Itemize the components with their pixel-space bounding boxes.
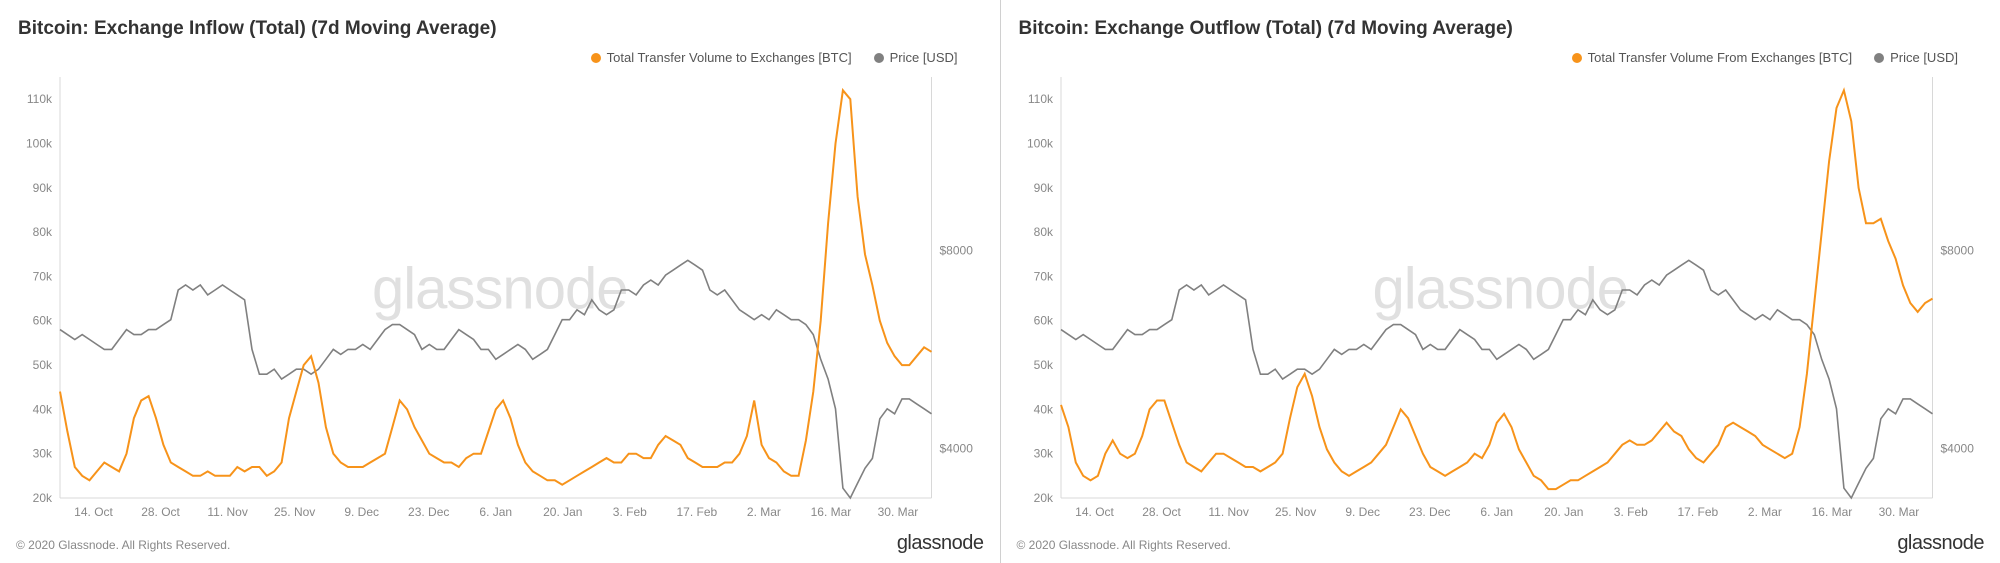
legend: Total Transfer Volume From Exchanges [BT… [1013,50,1989,65]
svg-text:25. Nov: 25. Nov [274,505,315,519]
svg-text:30k: 30k [1033,447,1053,461]
svg-text:50k: 50k [33,358,53,372]
svg-text:14. Oct: 14. Oct [1075,505,1114,519]
legend-dot-volume-icon [591,53,601,63]
copyright: © 2020 Glassnode. All Rights Reserved. [1017,538,1231,552]
svg-text:70k: 70k [1033,269,1053,283]
chart-title: Bitcoin: Exchange Outflow (Total) (7d Mo… [1013,18,1989,40]
svg-text:90k: 90k [1033,181,1053,195]
svg-text:16. Mar: 16. Mar [1811,505,1852,519]
brand-logo: glassnode [897,532,984,555]
chart-svg: 20k 30k 40k 50k 60k 70k 80k 90k 100k 110k $4000 $80… [12,71,988,526]
svg-text:30k: 30k [33,447,53,461]
svg-text:3. Feb: 3. Feb [613,505,647,519]
svg-text:20. Jan: 20. Jan [543,505,582,519]
chart-plot: glassnode 20k30k40k50k60k70k80k90k100k11… [12,71,988,526]
svg-text:23. Dec: 23. Dec [408,505,449,519]
legend-label: Total Transfer Volume to Exchanges [BTC] [607,50,852,65]
svg-text:14. Oct: 14. Oct [74,505,113,519]
legend-item-price: Price [USD] [874,50,958,65]
legend-label: Price [USD] [1890,50,1958,65]
svg-text:28. Oct: 28. Oct [141,505,180,519]
svg-text:80k: 80k [1033,225,1053,239]
svg-text:100k: 100k [26,136,53,150]
svg-text:40k: 40k [1033,402,1053,416]
svg-text:6. Jan: 6. Jan [1480,505,1513,519]
svg-text:9. Dec: 9. Dec [344,505,379,519]
svg-text:30. Mar: 30. Mar [878,505,919,519]
legend: Total Transfer Volume to Exchanges [BTC]… [12,50,988,65]
chart-panel-outflow: Bitcoin: Exchange Outflow (Total) (7d Mo… [1001,0,2000,563]
legend-item-price: Price [USD] [1874,50,1958,65]
svg-text:60k: 60k [1033,314,1053,328]
svg-text:23. Dec: 23. Dec [1409,505,1450,519]
svg-text:110k: 110k [1027,92,1053,106]
chart-footer: © 2020 Glassnode. All Rights Reserved. g… [12,526,988,555]
svg-text:100k: 100k [1026,136,1053,150]
svg-text:28. Oct: 28. Oct [1142,505,1181,519]
svg-text:17. Feb: 17. Feb [677,505,718,519]
chart-footer: © 2020 Glassnode. All Rights Reserved. g… [1013,526,1989,555]
chart-plot: glassnode 20k30k40k50k60k70k80k90k100k11… [1013,71,1989,526]
svg-text:90k: 90k [33,181,53,195]
copyright: © 2020 Glassnode. All Rights Reserved. [16,538,230,552]
svg-text:50k: 50k [1033,358,1053,372]
chart-title: Bitcoin: Exchange Inflow (Total) (7d Mov… [12,18,988,40]
svg-text:16. Mar: 16. Mar [811,505,852,519]
svg-text:30. Mar: 30. Mar [1878,505,1919,519]
legend-item-volume: Total Transfer Volume to Exchanges [BTC] [591,50,852,65]
svg-text:3. Feb: 3. Feb [1613,505,1647,519]
legend-label: Total Transfer Volume From Exchanges [BT… [1588,50,1852,65]
svg-text:6. Jan: 6. Jan [479,505,512,519]
svg-text:40k: 40k [33,402,53,416]
brand-logo: glassnode [1897,532,1984,555]
svg-text:$8000: $8000 [940,243,974,257]
svg-text:70k: 70k [33,269,53,283]
svg-text:9. Dec: 9. Dec [1345,505,1380,519]
svg-text:17. Feb: 17. Feb [1677,505,1718,519]
svg-text:110k: 110k [27,92,53,106]
legend-dot-volume-icon [1572,53,1582,63]
svg-text:20k: 20k [33,491,53,505]
svg-text:11. Nov: 11. Nov [1208,505,1248,519]
legend-label: Price [USD] [890,50,958,65]
svg-text:20. Jan: 20. Jan [1544,505,1583,519]
svg-text:11. Nov: 11. Nov [207,505,247,519]
svg-text:25. Nov: 25. Nov [1274,505,1315,519]
svg-text:$8000: $8000 [1940,243,1974,257]
svg-text:60k: 60k [33,314,53,328]
legend-item-volume: Total Transfer Volume From Exchanges [BT… [1572,50,1852,65]
chart-svg: 20k 30k 40k 50k 60k 70k 80k 90k 100k 110k $4000 $80… [1013,71,1989,526]
legend-dot-price-icon [1874,53,1884,63]
svg-text:20k: 20k [1033,491,1053,505]
svg-text:2. Mar: 2. Mar [1747,505,1781,519]
svg-text:80k: 80k [33,225,53,239]
svg-text:2. Mar: 2. Mar [747,505,781,519]
legend-dot-price-icon [874,53,884,63]
svg-text:$4000: $4000 [940,441,974,455]
svg-text:$4000: $4000 [1940,441,1974,455]
chart-panel-inflow: Bitcoin: Exchange Inflow (Total) (7d Mov… [0,0,1000,563]
